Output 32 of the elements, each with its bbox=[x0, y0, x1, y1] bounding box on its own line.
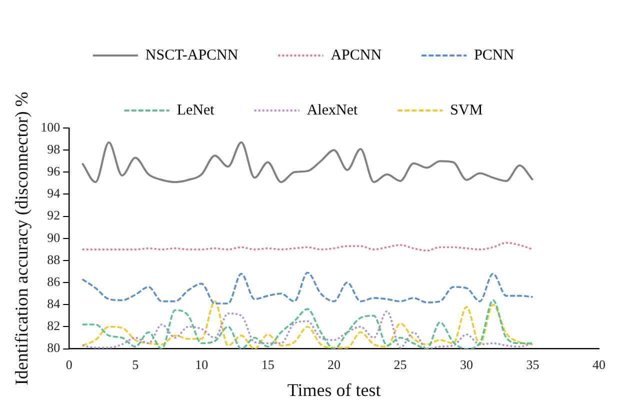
x-tick-label: 40 bbox=[592, 357, 606, 372]
y-tick-label: 84 bbox=[47, 296, 61, 312]
x-tick-label: 20 bbox=[328, 357, 341, 372]
legend-label: AlexNet bbox=[306, 102, 358, 118]
line-series bbox=[81, 310, 534, 349]
legend-label: PCNN bbox=[474, 47, 514, 64]
y-tick-label: 88 bbox=[47, 252, 60, 267]
legend-label: SVM bbox=[450, 102, 483, 118]
line-series bbox=[81, 272, 534, 304]
x-tick-label: 30 bbox=[460, 357, 474, 372]
y-tick-label: 92 bbox=[47, 208, 60, 223]
x-tick-label: 0 bbox=[66, 357, 72, 372]
x-tick-label: 5 bbox=[132, 357, 139, 372]
y-tick-label: 90 bbox=[47, 230, 60, 245]
legend-label: NSCT-APCNN bbox=[145, 47, 238, 64]
y-tick-label: 96 bbox=[47, 164, 61, 179]
y-tick-label: 100 bbox=[40, 119, 60, 134]
y-tick-label: 82 bbox=[47, 318, 60, 334]
y-tick-label: 98 bbox=[47, 142, 60, 156]
x-tick-label: 15 bbox=[261, 357, 274, 372]
x-tick-label: 10 bbox=[195, 357, 208, 372]
x-tick-label: 35 bbox=[526, 357, 540, 372]
line-series bbox=[81, 242, 534, 252]
line-series bbox=[81, 141, 534, 184]
y-tick-label: 80 bbox=[47, 340, 60, 356]
y-axis-title: Identification accuracy (disconnector) % bbox=[12, 92, 32, 386]
x-axis-title: Times of test bbox=[287, 380, 381, 400]
x-tick-label: 25 bbox=[394, 357, 407, 372]
legend-label: APCNN bbox=[330, 47, 382, 64]
y-tick-label: 86 bbox=[47, 274, 61, 289]
legend-label: LeNet bbox=[176, 102, 216, 118]
y-tick-label: 94 bbox=[47, 186, 61, 201]
